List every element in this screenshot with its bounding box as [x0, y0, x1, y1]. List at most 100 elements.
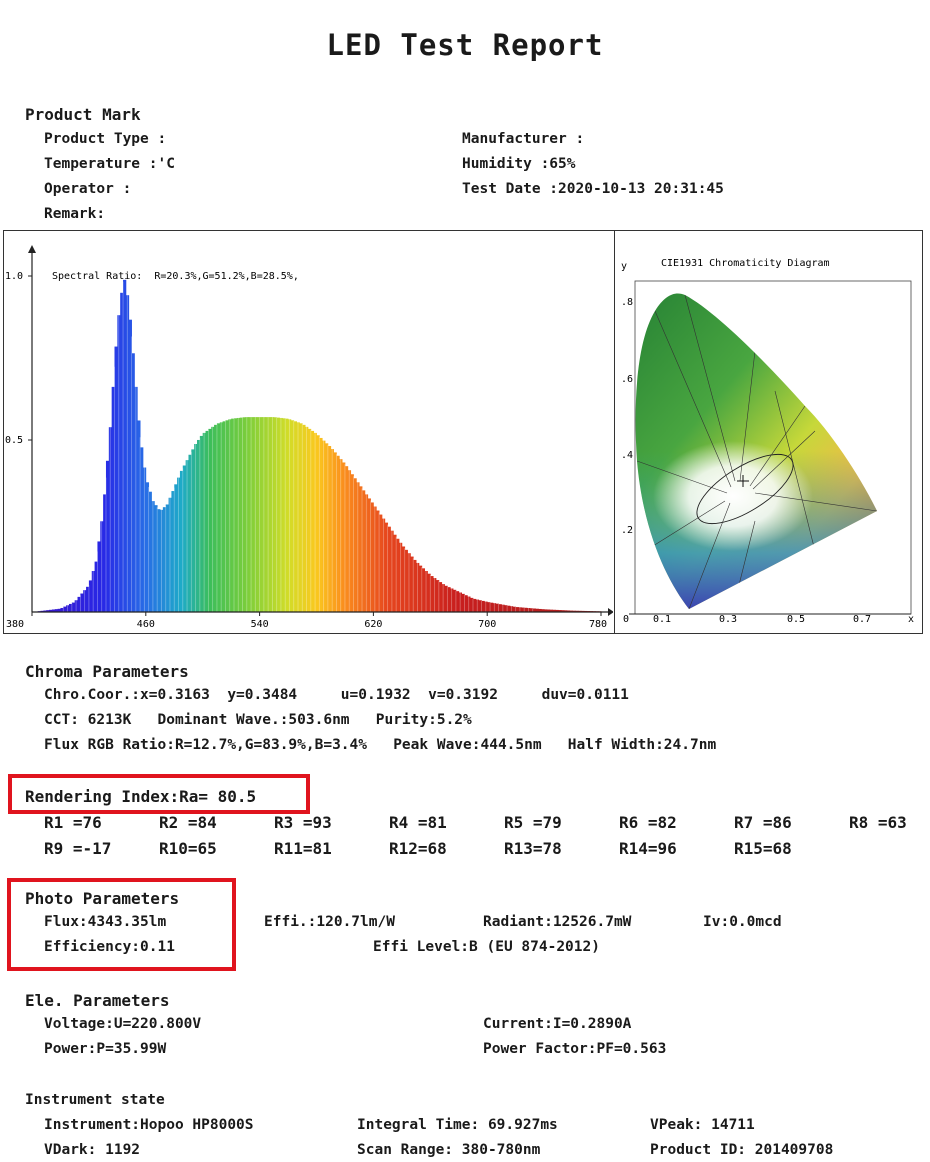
- spectrum-bar: [399, 542, 403, 612]
- spectrum-bar: [401, 546, 406, 612]
- spectrum-bar: [390, 530, 394, 612]
- spectrum-bar: [88, 580, 93, 612]
- spectrum-bar: [381, 518, 386, 612]
- spectrum-bar: [128, 319, 132, 612]
- cie-y-tick: .4: [621, 450, 633, 461]
- x-tick-label: 620: [364, 619, 382, 630]
- manufacturer: Manufacturer :: [462, 131, 585, 147]
- spectrum-bar: [86, 586, 90, 612]
- product-type: Product Type :: [44, 131, 167, 147]
- spectrum-bar: [51, 609, 56, 612]
- spectrum-bar: [174, 484, 178, 612]
- effi-level: Effi Level:B (EU 874-2012): [373, 939, 600, 955]
- spectrum-bar: [262, 417, 266, 612]
- spectrum-bar: [455, 591, 460, 612]
- spectrum-bar: [177, 477, 181, 612]
- spectrum-bar: [336, 455, 340, 612]
- r-value: R10=65: [159, 839, 217, 858]
- spectrum-bar: [325, 443, 329, 612]
- vdark: VDark: 1192: [44, 1142, 141, 1158]
- rendering-heading: Rendering Index:Ra= 80.5: [25, 787, 257, 806]
- spectrum-bar: [105, 460, 110, 612]
- spectrum-bar: [313, 432, 317, 612]
- spectrum-bar: [211, 426, 215, 612]
- spectrum-bar: [484, 601, 488, 612]
- spectrum-bar: [100, 521, 104, 612]
- spectrum-bar: [191, 449, 195, 612]
- spectrum-bar: [68, 603, 73, 612]
- spectrum-bar: [518, 607, 522, 612]
- spectrum-bar: [444, 585, 448, 612]
- cie-gamut: [635, 293, 878, 609]
- spectrum-bar: [529, 608, 534, 612]
- remark: Remark:: [44, 206, 106, 222]
- spectrum-bar: [182, 465, 187, 612]
- spectrum-bar: [80, 593, 84, 612]
- spectrum-bar: [251, 417, 255, 612]
- r-value: R8 =63: [849, 813, 907, 832]
- cie-chart: y CIE1931 Chromaticity Diagram .8 .6 .4 …: [614, 230, 923, 634]
- spectrum-bar: [151, 501, 155, 612]
- spectrum-bar: [185, 460, 189, 612]
- spectrum-bar: [205, 430, 209, 612]
- spectrum-bar: [404, 549, 408, 612]
- power-factor: Power Factor:PF=0.563: [483, 1041, 667, 1057]
- spectrum-bar: [111, 386, 115, 612]
- spectrum-bar: [49, 609, 53, 612]
- spectrum-bar: [481, 600, 485, 612]
- spectrum-bar: [157, 509, 161, 612]
- spectrum-bar: [131, 353, 135, 612]
- r-value: R5 =79: [504, 813, 562, 832]
- spectrum-bar: [376, 510, 380, 612]
- efficiency: Efficiency:0.11: [44, 939, 175, 955]
- cie-x-tick: 0.3: [719, 614, 737, 625]
- spectrum-bar: [359, 486, 363, 612]
- product-id: Product ID: 201409708: [650, 1142, 834, 1158]
- spectrum-bar: [77, 596, 81, 612]
- spectrum-bar: [575, 610, 579, 612]
- spectrum-bar: [228, 419, 232, 612]
- spectrum-stripes: [62, 281, 534, 612]
- spectrum-bar: [379, 514, 383, 612]
- spectrum-bar: [416, 562, 420, 612]
- r-value: R14=96: [619, 839, 677, 858]
- spectrum-bar: [216, 423, 221, 612]
- spectral-ratio: Spectral Ratio: R=20.3%,G=51.2%,B=28.5%,: [52, 271, 299, 282]
- effi: Effi.:120.7lm/W: [264, 914, 395, 930]
- spectrum-bar: [353, 478, 357, 612]
- spectrum-bar: [373, 506, 377, 612]
- operator: Operator :: [44, 181, 132, 197]
- spectrum-bar: [572, 610, 576, 612]
- spectrum-bar: [407, 553, 411, 612]
- spectrum-bar: [492, 603, 497, 612]
- photo-highlight: [7, 878, 236, 971]
- spectrum-bar: [370, 502, 374, 612]
- spectrum-bar: [512, 606, 517, 612]
- cie-title: CIE1931 Chromaticity Diagram: [661, 258, 830, 269]
- chroma-coords: Chro.Coor.:x=0.3163 y=0.3484 u=0.1932 v=…: [44, 687, 629, 703]
- chroma-cct: CCT: 6213K Dominant Wave.:503.6nm Purity…: [44, 712, 472, 728]
- cie-y-label: y: [621, 261, 627, 272]
- spectrum-bar: [91, 571, 95, 612]
- spectrum-fill: [32, 279, 602, 612]
- spectrum-bar: [276, 417, 280, 612]
- r-value: R3 =93: [274, 813, 332, 832]
- spectrum-bar: [305, 426, 309, 612]
- r-value: R13=78: [504, 839, 562, 858]
- cie-y-tick: .2: [621, 525, 633, 536]
- spectrum-bar: [458, 592, 462, 612]
- r-value: R12=68: [389, 839, 447, 858]
- spectrum-bar: [46, 610, 50, 612]
- page-title: LED Test Report: [326, 28, 604, 62]
- spectrum-bar: [117, 315, 121, 612]
- spectrum-bar: [160, 509, 164, 612]
- spectrum-bar: [279, 417, 283, 612]
- spectrum-bar: [296, 422, 300, 612]
- cie-x-tick: 0.1: [653, 614, 671, 625]
- cie-y-tick: .8: [621, 297, 633, 308]
- spectrum-bar: [145, 482, 150, 612]
- instrument: Instrument:Hopoo HP8000S: [44, 1117, 254, 1133]
- spectrum-bar: [453, 589, 457, 612]
- spectrum-bar: [339, 459, 343, 612]
- spectrum-bar: [273, 417, 278, 612]
